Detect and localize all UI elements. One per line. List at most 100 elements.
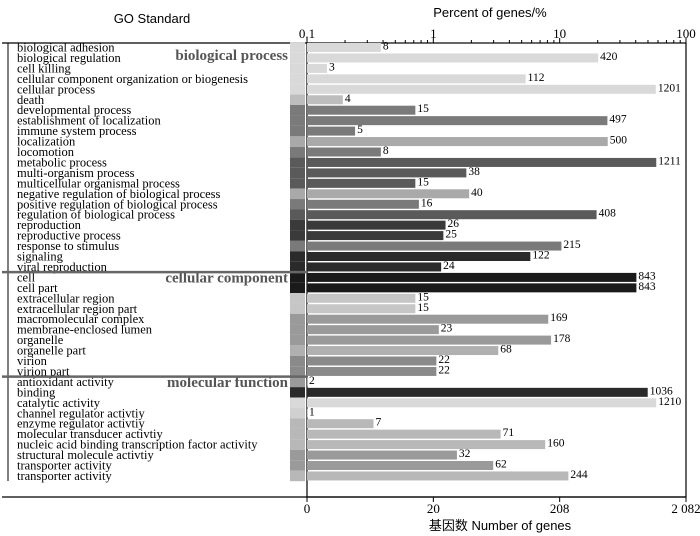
- category-label: multi-organism process: [17, 166, 135, 180]
- category-color-strip: [290, 84, 305, 95]
- bar-value-label: 5: [357, 124, 363, 136]
- category-label: extracellular region part: [17, 302, 138, 316]
- bar-value-label: 4: [345, 93, 351, 105]
- category-color-strip: [290, 428, 305, 440]
- category-label: transporter activity: [17, 459, 113, 473]
- category-label: cell part: [17, 281, 58, 295]
- bar-value-label: 112: [528, 72, 545, 84]
- bar-value-label: 1036: [650, 385, 673, 397]
- category-color-strip: [290, 460, 305, 471]
- bar: [307, 84, 656, 94]
- category-color-strip: [290, 470, 305, 482]
- bar: [307, 241, 562, 251]
- bar: [307, 95, 343, 105]
- category-color-strip: [290, 345, 305, 356]
- category-label: positive regulation of biological proces…: [17, 197, 218, 211]
- bar: [307, 262, 442, 272]
- category-label: negative regulation of biological proces…: [17, 187, 221, 201]
- bar: [307, 325, 439, 335]
- bar: [307, 147, 381, 157]
- bar-value-label: 420: [600, 51, 618, 63]
- bar-value-label: 15: [417, 176, 429, 188]
- category-color-strip: [290, 105, 305, 116]
- bar: [307, 43, 381, 52]
- category-label: antioxidant activity: [17, 375, 115, 389]
- category-label: cellular process: [17, 82, 95, 96]
- category-label: locomotion: [17, 145, 75, 159]
- category-color-strip: [290, 324, 305, 335]
- bar: [307, 366, 437, 376]
- bar-value-label: 22: [438, 354, 450, 366]
- category-label: death: [17, 93, 45, 107]
- category-label: immune system process: [17, 124, 137, 138]
- bar: [307, 178, 416, 188]
- category-color-strip: [290, 188, 305, 200]
- category-color-strip: [290, 178, 305, 189]
- category-color-strip: [290, 408, 305, 419]
- category-label: virion: [17, 354, 48, 368]
- category-color-strip: [290, 230, 305, 241]
- group-title: cellular component: [165, 270, 288, 286]
- category-label: localization: [17, 135, 76, 149]
- bottom-axis-title: 基因数 Number of genes: [429, 518, 572, 533]
- category-label: transporter activity: [17, 469, 113, 483]
- category-color-strip: [290, 293, 305, 304]
- bar: [307, 419, 374, 429]
- category-label: multicellular organismal process: [17, 176, 180, 190]
- category-color-strip: [290, 146, 305, 158]
- bar: [307, 53, 599, 63]
- bar: [307, 63, 328, 73]
- category-color-strip: [290, 199, 305, 210]
- bar-value-label: 25: [445, 229, 457, 241]
- category-color-strip: [290, 355, 305, 367]
- bar-value-label: 1210: [658, 396, 681, 408]
- category-label: cell killing: [17, 61, 72, 75]
- group-title: biological process: [175, 48, 288, 64]
- category-color-strip: [290, 94, 305, 105]
- bar: [307, 440, 546, 450]
- category-color-strip: [290, 157, 305, 168]
- category-label: reproduction: [17, 218, 82, 232]
- bar-value-label: 32: [459, 448, 471, 460]
- category-label: cellular component organization or bioge…: [17, 72, 248, 86]
- bar: [307, 314, 549, 324]
- category-label: response to stimulus: [17, 239, 119, 253]
- bar: [307, 231, 444, 241]
- group-title: molecular function: [167, 375, 289, 391]
- bar-value-label: 38: [468, 166, 480, 178]
- category-label: extracellular region: [17, 291, 115, 305]
- category-label: signaling: [17, 250, 64, 264]
- bar: [307, 356, 437, 366]
- category-color-strip: [290, 261, 305, 273]
- category-label: catalytic activity: [17, 396, 101, 410]
- category-label: macromolecular complex: [17, 312, 145, 326]
- bar: [307, 346, 499, 356]
- category-color-strip: [290, 376, 305, 388]
- bar: [307, 168, 467, 178]
- category-label: channel regulator activtiy: [17, 406, 145, 420]
- bar-value-label: 62: [495, 459, 507, 471]
- bar-value-label: 26: [448, 218, 460, 230]
- bottom-tick-label: 208: [550, 501, 570, 516]
- category-label: developmental process: [17, 103, 131, 117]
- category-color-strip: [290, 387, 305, 398]
- category-color-strip: [290, 439, 305, 450]
- chart-marks-layer: 0.1 1 10 100 0 20 208 2 082 biological adhesion 8…: [2, 26, 700, 516]
- bar-value-label: 178: [553, 333, 571, 345]
- category-label: virion part: [17, 364, 70, 378]
- bar: [307, 304, 416, 314]
- bar-value-label: 244: [570, 469, 588, 481]
- bar-value-label: 843: [638, 281, 656, 293]
- category-color-strip: [290, 209, 305, 220]
- bar: [307, 189, 470, 199]
- bar-value-label: 7: [376, 417, 382, 429]
- category-color-strip: [290, 52, 305, 64]
- bar: [307, 408, 308, 418]
- category-color-strip: [290, 42, 305, 53]
- bottom-tick-label: 2 082: [671, 501, 700, 516]
- bar-value-label: 22: [438, 364, 450, 376]
- bar: [307, 461, 494, 470]
- bar: [307, 377, 308, 387]
- bar-value-label: 16: [421, 197, 433, 209]
- bar: [307, 210, 597, 220]
